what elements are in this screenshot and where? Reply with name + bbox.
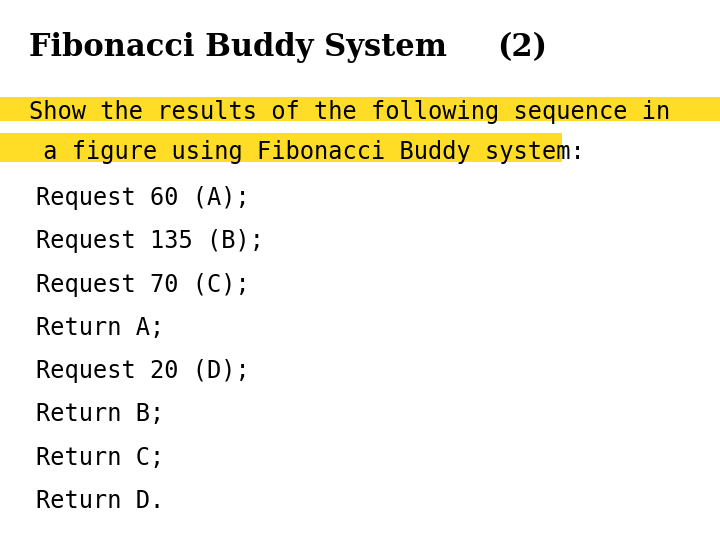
Text: Request 135 (B);: Request 135 (B); <box>36 230 264 253</box>
Bar <box>0 97 720 122</box>
Text: Return A;: Return A; <box>36 316 164 340</box>
Text: Show the results of the following sequence in: Show the results of the following sequen… <box>29 100 670 124</box>
Text: (2): (2) <box>497 32 546 63</box>
Text: Request 20 (D);: Request 20 (D); <box>36 359 250 383</box>
Text: Return C;: Return C; <box>36 446 164 469</box>
Bar <box>0 133 562 162</box>
Text: Return B;: Return B; <box>36 402 164 426</box>
Text: Request 70 (C);: Request 70 (C); <box>36 273 250 296</box>
Text: Fibonacci Buddy System: Fibonacci Buddy System <box>29 32 447 63</box>
Text: Request 60 (A);: Request 60 (A); <box>36 186 250 210</box>
Text: Return D.: Return D. <box>36 489 164 512</box>
Text: a figure using Fibonacci Buddy system:: a figure using Fibonacci Buddy system: <box>29 140 585 164</box>
